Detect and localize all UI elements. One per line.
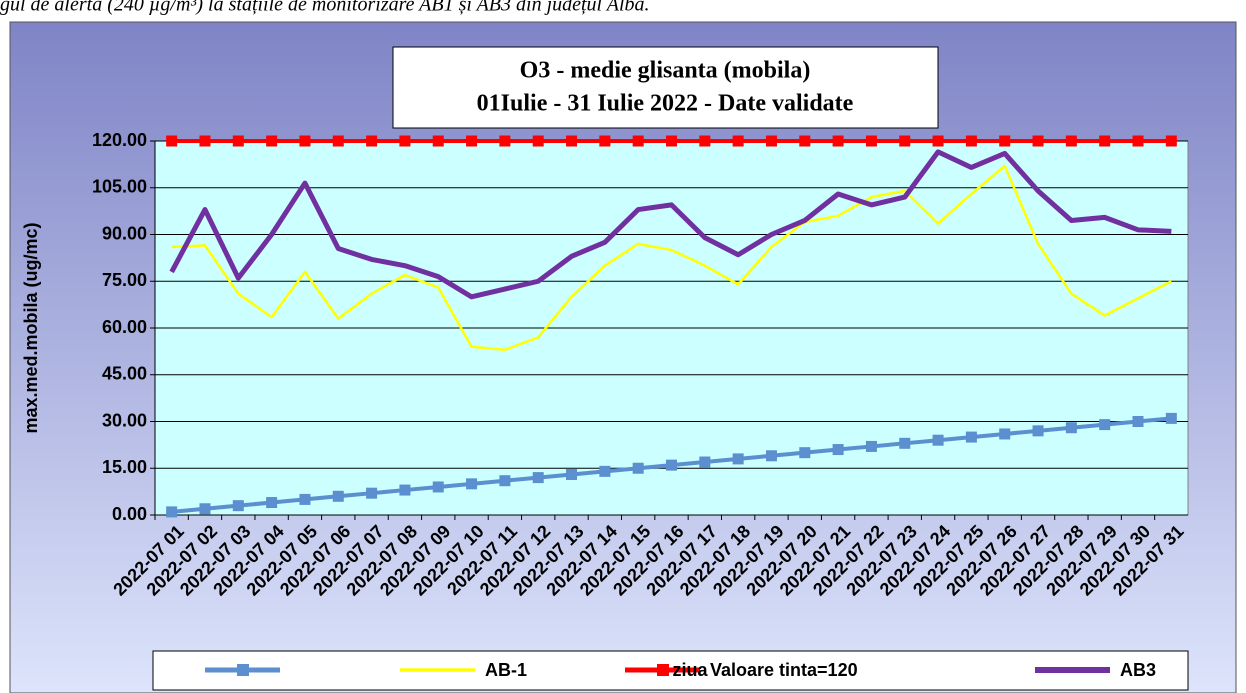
y-tick-label: 60.00: [102, 317, 147, 337]
marker: [765, 135, 777, 147]
legend-label: AB-1: [485, 660, 527, 680]
marker: [732, 453, 744, 465]
marker: [432, 135, 444, 147]
series-line: [169, 149, 1172, 300]
caption: gul de alertă (240 µg/m³) la stațiile de…: [0, 0, 650, 16]
marker: [299, 493, 311, 505]
marker: [832, 444, 844, 456]
marker: [432, 481, 444, 493]
marker: [1065, 422, 1077, 434]
chart-title: O3 - medie glisanta (mobila): [520, 58, 811, 84]
marker: [199, 135, 211, 147]
marker: [965, 431, 977, 443]
marker: [1032, 425, 1044, 437]
marker: [699, 456, 711, 468]
y-tick-label: 90.00: [102, 223, 147, 243]
marker: [932, 135, 944, 147]
marker: [632, 135, 644, 147]
y-tick-label: 15.00: [102, 457, 147, 477]
title-box: [392, 46, 939, 129]
marker: [1165, 412, 1177, 424]
marker: [1132, 416, 1144, 427]
marker: [765, 450, 777, 462]
marker: [999, 135, 1011, 147]
marker: [466, 135, 478, 147]
marker: [266, 497, 278, 509]
marker: [1165, 135, 1177, 147]
legend-marker: [237, 664, 249, 676]
marker: [832, 135, 844, 147]
marker: [366, 135, 378, 147]
marker: [999, 428, 1011, 440]
y-tick-label: 0.00: [112, 504, 147, 524]
legend-marker: [657, 664, 669, 676]
marker: [1065, 135, 1077, 147]
y-tick-label: 75.00: [102, 270, 147, 290]
legend-label: AB3: [1120, 660, 1156, 680]
marker: [399, 484, 411, 496]
marker: [1132, 135, 1144, 147]
marker: [166, 135, 178, 147]
marker: [299, 135, 311, 147]
marker: [732, 135, 744, 147]
y-axis-label: max.med.mobila (ug/mc): [21, 222, 41, 433]
y-tick-label: 30.00: [102, 410, 147, 430]
marker: [932, 434, 944, 446]
marker: [466, 478, 478, 490]
legend-label: Valoare tinta=120: [710, 660, 858, 680]
marker: [499, 135, 511, 147]
marker: [232, 500, 244, 512]
marker: [399, 135, 411, 147]
marker: [965, 135, 977, 147]
y-tick-label: 120.00: [92, 130, 147, 150]
marker: [266, 135, 278, 147]
marker: [666, 459, 677, 471]
marker: [566, 468, 578, 480]
marker: [332, 135, 344, 147]
marker: [865, 135, 877, 147]
marker: [1099, 419, 1111, 431]
marker: [899, 135, 911, 147]
marker: [232, 135, 244, 147]
marker: [1032, 135, 1044, 147]
y-tick-label: 45.00: [102, 364, 147, 384]
marker: [799, 135, 811, 147]
marker: [599, 135, 611, 147]
marker: [632, 462, 644, 474]
marker: [865, 440, 877, 452]
x-axis-label: ziua: [672, 660, 708, 680]
marker: [532, 472, 544, 484]
marker: [599, 465, 611, 477]
marker: [332, 490, 344, 502]
marker: [899, 437, 911, 449]
marker: [799, 447, 811, 459]
marker: [566, 135, 578, 147]
marker: [199, 503, 211, 515]
marker: [699, 135, 711, 147]
marker: [1099, 135, 1111, 147]
marker: [532, 135, 544, 147]
marker: [666, 135, 677, 147]
chart-title: 01Iulie - 31 Iulie 2022 - Date validate: [477, 91, 854, 117]
marker: [166, 506, 178, 518]
series-line: [171, 164, 1172, 352]
y-tick-label: 105.00: [92, 177, 147, 197]
marker: [499, 475, 511, 487]
marker: [366, 487, 378, 499]
